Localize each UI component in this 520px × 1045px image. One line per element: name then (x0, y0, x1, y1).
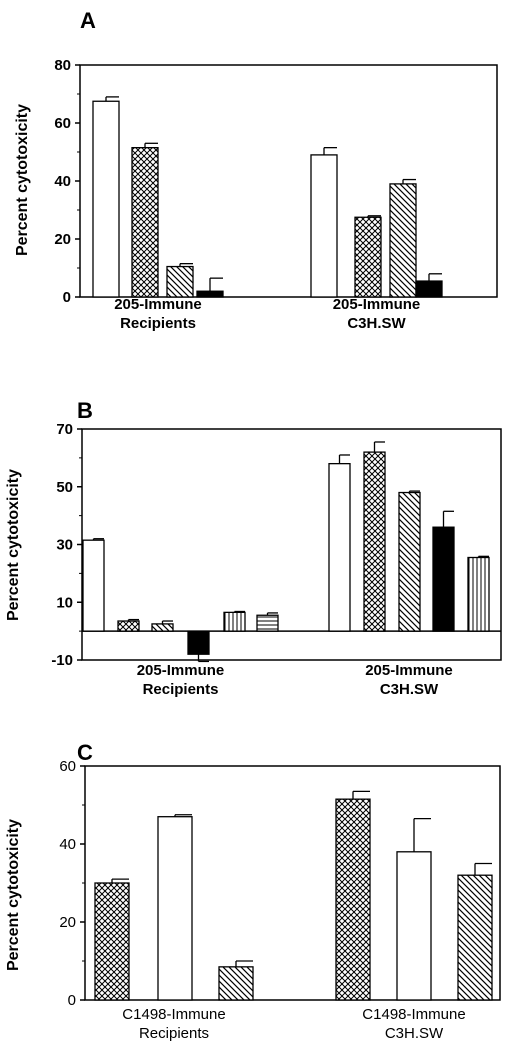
y-tick-label: 60 (54, 115, 71, 132)
category-label: C1498-Immune Recipients (122, 1006, 225, 1042)
plot-area: 0 20 40 60 C1498-Immune Recipients C1498-Immun… (59, 758, 501, 1042)
plot-frame (84, 765, 501, 1001)
bar (354, 216, 382, 298)
category-label: 205-Immune Recipients (114, 296, 202, 332)
bar (92, 100, 120, 298)
panel-label: C (77, 740, 93, 765)
bar (94, 882, 130, 1001)
panel-b: B Percent cytotoxicity -10 10 30 50 70 205-Im… (5, 398, 502, 698)
category-label: C1498-Immune C3H.SW (362, 1006, 465, 1042)
y-tick-label: 0 (63, 289, 71, 306)
y-axis-label: Percent cytotoxicity (5, 469, 22, 621)
y-tick-label: 70 (56, 421, 73, 438)
bar (82, 539, 105, 632)
panel-a: A Percent cytotoxicity 0 20 40 60 80 205-Immu… (14, 8, 498, 332)
y-tick-label: 60 (59, 758, 76, 775)
y-tick-label: 20 (59, 914, 76, 931)
category-label: 205-Immune Recipients (137, 662, 225, 698)
category-label: 205-Immune C3H.SW (365, 662, 453, 698)
y-tick-label: 30 (56, 537, 73, 554)
bar (396, 851, 432, 1001)
plot-area: -10 10 30 50 70 205-Immune Recipients 205-Immun… (51, 421, 502, 698)
bar (467, 556, 490, 632)
y-axis-label: Percent cytotoxicity (5, 819, 22, 971)
panel-label: B (77, 398, 93, 423)
y-tick-label: 40 (59, 836, 76, 853)
category-label: 205-Immune C3H.SW (333, 296, 421, 332)
bar (398, 491, 421, 632)
bar (157, 816, 193, 1001)
bar (151, 623, 174, 632)
bar (432, 526, 455, 632)
bar (415, 280, 443, 298)
bar (457, 874, 493, 1001)
y-tick-label: 50 (56, 479, 73, 496)
bar (335, 798, 371, 1001)
y-tick-label: 10 (56, 594, 73, 611)
bar (389, 183, 417, 298)
y-tick-label: 0 (68, 992, 76, 1009)
panel-c: C Percent cytotoxicity 0 20 40 60 C1498-Immu… (5, 740, 501, 1042)
bar (218, 966, 254, 1001)
bar (131, 146, 159, 298)
bar (187, 630, 210, 655)
bar (256, 614, 279, 632)
bar (310, 154, 338, 298)
bar (223, 611, 246, 632)
bar (166, 265, 194, 298)
y-tick-label: 40 (54, 173, 71, 190)
y-axis-label: Percent cytotoxicity (14, 104, 31, 256)
plot-area: 0 20 40 60 80 205-Immune Recipients 205-Immune C… (54, 57, 498, 332)
y-tick-label: 20 (54, 231, 71, 248)
bar (117, 620, 140, 632)
bar (328, 462, 351, 632)
y-tick-label: 80 (54, 57, 71, 74)
panel-label: A (80, 8, 96, 33)
y-tick-label: -10 (51, 652, 73, 669)
bar (363, 451, 386, 632)
